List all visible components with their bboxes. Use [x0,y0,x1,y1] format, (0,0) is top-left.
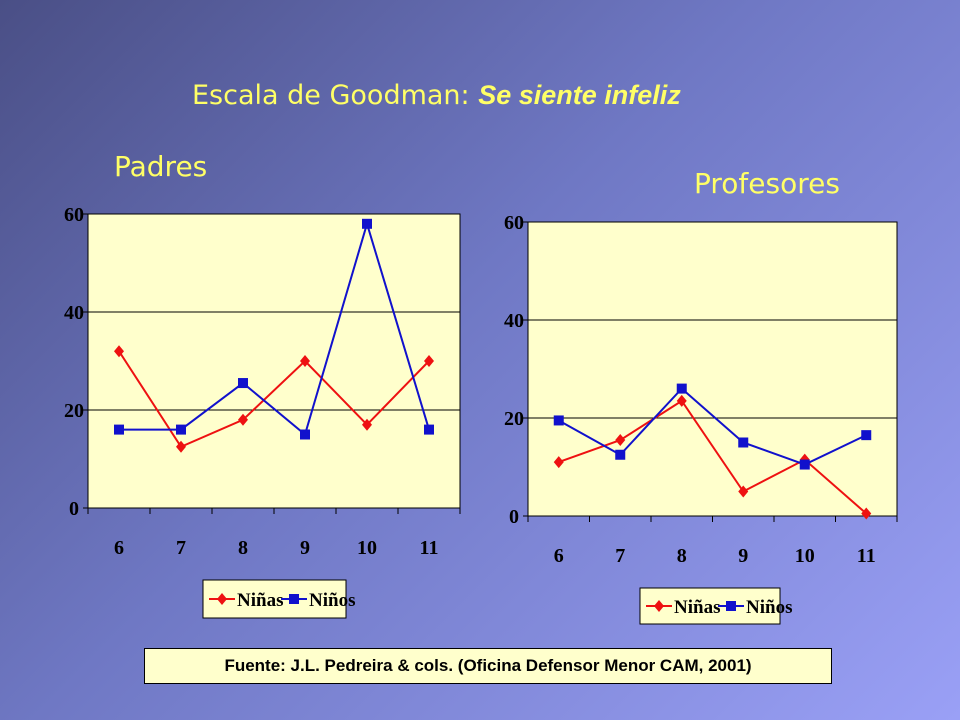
profesores-plot-area [527,221,898,517]
padres-x-tick-label: 7 [176,537,186,559]
profesores-y-tick-label: 20 [504,408,524,430]
padres-legend-square-marker [289,594,299,604]
profesores-x-tick-label: 9 [738,545,748,567]
profesores-ninos-point [553,415,564,426]
padres-ninos-point [300,429,310,440]
profesores-y-tick-label: 60 [504,212,524,234]
profesores-x-tick-label: 11 [857,545,876,567]
profesores-ninas-point [861,507,872,520]
profesores-x-tick-label: 7 [615,545,625,567]
title-prefix: Escala de Goodman: [192,80,479,111]
padres-ninas-point [238,413,248,426]
padres-y-tick-label: 20 [64,400,84,422]
padres-legend-label-ninos: Niños [309,590,355,611]
padres-ninos-point [176,424,186,435]
profesores-y-tick-label: 40 [504,310,524,332]
profesores-ninas-point [738,485,749,498]
padres-ninas-point [114,345,124,358]
padres-ninas-point [300,355,310,367]
profesores-series-ninas-line [558,399,867,515]
padres-ninos-point [238,378,248,389]
padres-x-tick-label: 8 [238,537,248,559]
profesores-ninas-point [553,456,564,469]
profesores-x-tick-label: 8 [677,545,687,567]
padres-y-tick-label: 0 [69,498,79,520]
profesores-chart: 0 20 40 60 6 7 8 9 10 11 Niñas Niños [504,212,898,625]
padres-ninos-point [424,424,434,435]
title-emphasis: Se siente infeliz [478,80,681,110]
profesores-legend-label-ninas: Niñas [674,597,720,618]
padres-y-tick-label: 60 [64,204,84,226]
profesores-ninas-point [676,394,687,407]
profesores-legend-label-ninos: Niños [746,597,792,618]
profesores-ninos-point [615,449,626,460]
profesores-ninos-point [738,437,749,448]
padres-plot-area [87,213,461,509]
padres-ninas-point [362,418,372,431]
profesores-legend-diamond-marker [654,600,664,612]
padres-series-ninas-line [118,350,430,449]
padres-legend: Niñas Niños [202,579,355,619]
profesores-x-tick-label: 6 [554,545,564,567]
padres-x-tick-label: 11 [420,537,439,559]
padres-ninos-point [362,218,372,229]
profesores-legend: Niñas Niños [639,587,792,625]
padres-x-tick-label: 10 [357,537,377,559]
profesores-ninos-point [861,430,872,441]
profesores-ninos-point [676,383,687,394]
padres-ninos-point [114,424,124,435]
profesores-legend-square-marker [726,601,736,611]
padres-legend-label-ninas: Niñas [237,590,283,611]
padres-label: Padres [114,150,208,183]
profesores-label: Profesores [694,167,840,200]
padres-x-tick-label: 6 [114,537,124,559]
profesores-y-tick-label: 0 [509,506,519,528]
source-note: Fuente: J.L. Pedreira & cols. (Oficina D… [144,648,832,684]
padres-ninas-point [424,355,434,367]
profesores-ninas-point [615,434,626,447]
padres-x-tick-label: 9 [300,537,310,559]
slide-title: Escala de Goodman: Se siente infeliz [192,80,681,111]
profesores-ninos-point [799,459,810,470]
profesores-x-tick-label: 10 [795,545,815,567]
padres-y-tick-label: 40 [64,302,84,324]
padres-series-ninos-line [119,220,430,437]
padres-chart: 0 20 40 60 6 7 8 9 10 11 Niñas Niños [64,204,461,619]
padres-ninas-point [176,440,186,453]
profesores-series-ninos-line [558,387,867,466]
padres-legend-diamond-marker [217,593,227,605]
